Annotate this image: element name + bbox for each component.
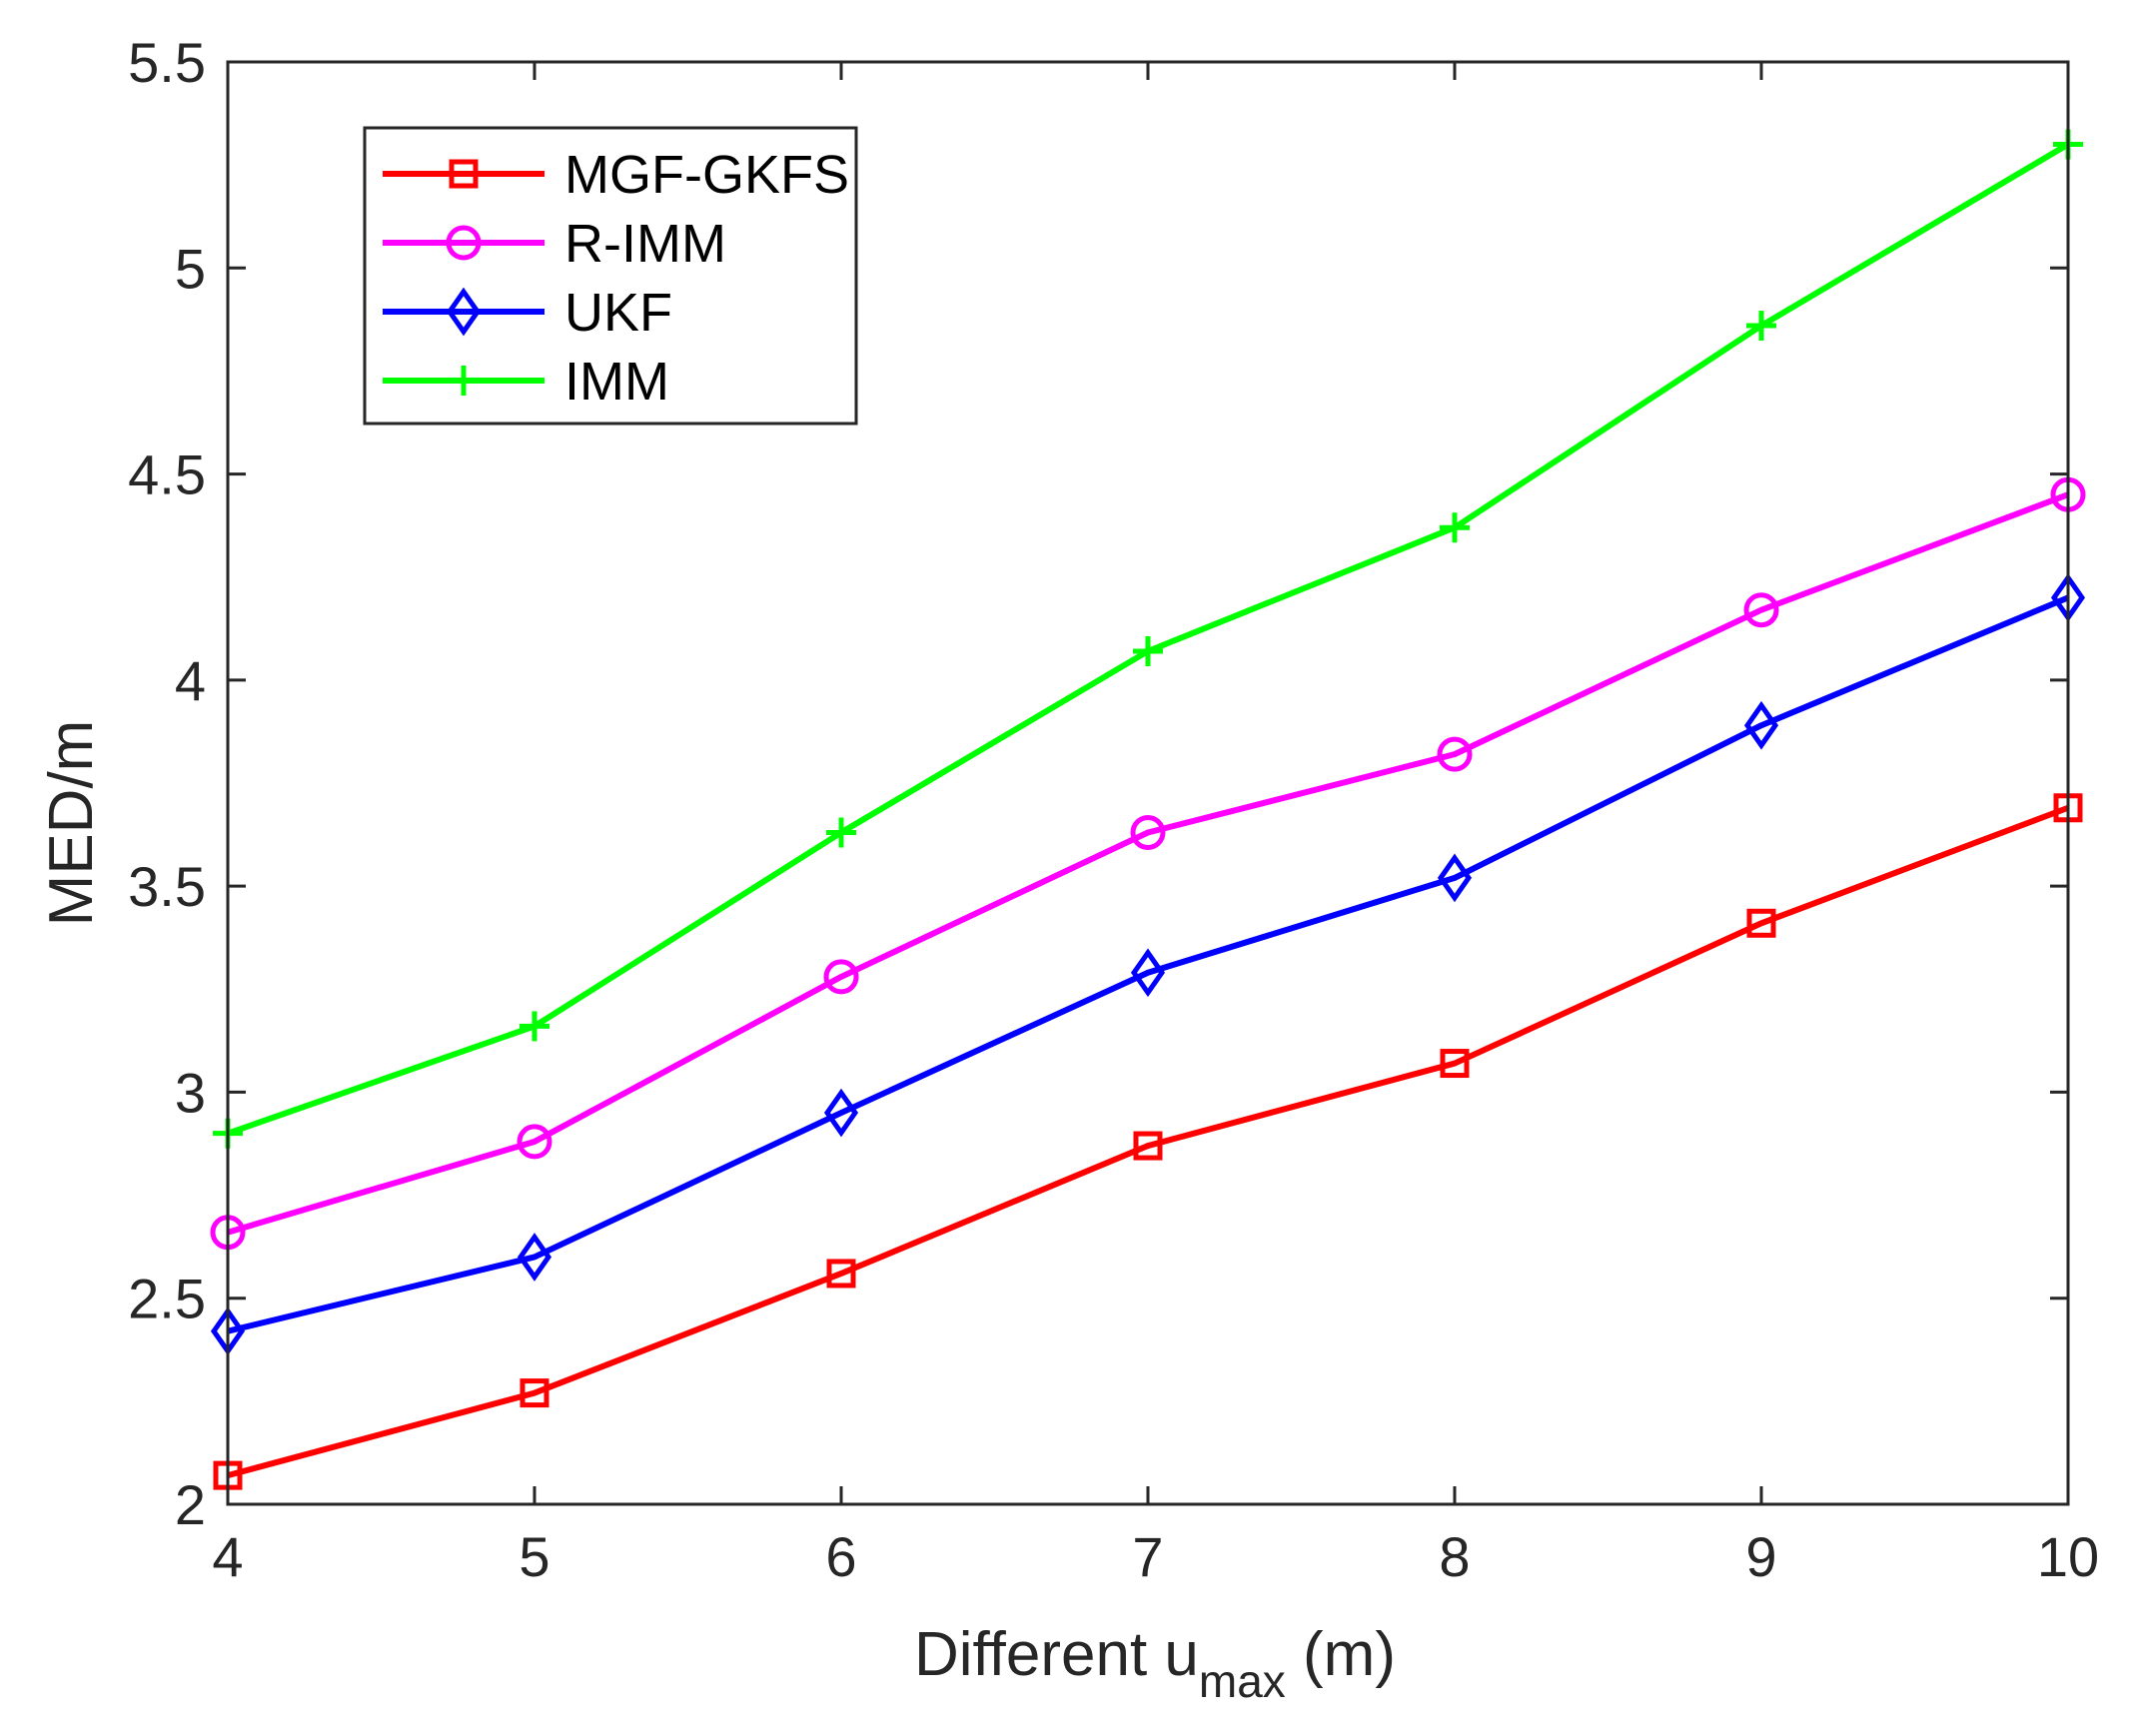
y-tick-label: 4	[175, 649, 206, 712]
y-tick-label: 2.5	[128, 1268, 206, 1330]
x-axis-label-subscript: max	[1199, 1655, 1286, 1707]
data-point-imm-8	[1440, 512, 1470, 543]
legend-marker-imm	[449, 366, 479, 396]
legend-label-imm: IMM	[564, 352, 669, 412]
series-ukf	[210, 572, 2086, 1356]
x-tick-label: 10	[2037, 1525, 2099, 1588]
legend-entry-r-imm: R-IMM	[383, 214, 726, 274]
series-layer	[210, 129, 2086, 1490]
y-tick-label: 3.5	[128, 855, 206, 918]
y-axis-label: MED/m	[37, 720, 106, 927]
x-tick-label: 7	[1132, 1525, 1163, 1588]
y-tick-label: 5	[175, 237, 206, 300]
data-point-imm-7	[1133, 635, 1163, 666]
legend: MGF-GKFS R-IMM UKF IMM	[363, 126, 858, 426]
data-point-imm-9	[1746, 311, 1776, 342]
data-point-mgf-gkfs-8	[1440, 1049, 1470, 1079]
legend-label-r-imm: R-IMM	[564, 214, 726, 274]
data-point-r-imm-8	[1437, 736, 1473, 772]
series-line-r-imm	[227, 491, 2070, 1236]
x-tick-label: 9	[1745, 1525, 1776, 1588]
x-tick-label: 6	[825, 1525, 856, 1588]
x-axis-label-suffix: (m)	[1286, 1620, 1396, 1689]
y-tick-label: 2	[175, 1473, 206, 1536]
legend-entry-imm: IMM	[383, 352, 669, 412]
data-point-imm-6	[826, 817, 856, 848]
legend-entry-mgf-gkfs: MGF-GKFS	[383, 145, 849, 205]
data-point-ukf-6	[823, 1088, 859, 1138]
data-point-mgf-gkfs-6	[826, 1259, 856, 1289]
data-point-imm-5	[520, 1011, 549, 1042]
x-tick-label: 8	[1439, 1525, 1470, 1588]
x-tick-label: 4	[212, 1525, 243, 1588]
data-point-ukf-5	[517, 1233, 552, 1282]
series-line-ukf	[227, 594, 2070, 1334]
legend-label-mgf-gkfs: MGF-GKFS	[564, 145, 849, 205]
x-tick-label: 5	[519, 1525, 549, 1588]
data-point-mgf-gkfs-7	[1133, 1131, 1163, 1161]
data-point-r-imm-5	[517, 1124, 552, 1160]
series-line-mgf-gkfs	[227, 804, 2070, 1479]
data-point-r-imm-6	[823, 959, 859, 995]
data-point-ukf-9	[1743, 700, 1779, 750]
axes-layer: 4 5 6 7 8 9 10 2 2.5 3 3.5 4 4.5 5 5.5	[128, 31, 2099, 1588]
data-point-ukf-7	[1130, 948, 1166, 998]
legend-label-ukf: UKF	[564, 283, 672, 343]
data-point-mgf-gkfs-9	[1746, 908, 1776, 938]
x-axis-label: Different umax (m)	[914, 1620, 1396, 1707]
legend-marker-mgf-gkfs	[449, 159, 479, 189]
data-point-ukf-8	[1437, 853, 1473, 903]
data-point-r-imm-7	[1130, 815, 1166, 851]
y-tick-label: 4.5	[128, 443, 206, 506]
legend-marker-ukf	[446, 287, 482, 337]
x-axis-label-prefix: Different u	[914, 1620, 1199, 1689]
y-tick-label: 3	[175, 1061, 206, 1124]
data-point-r-imm-9	[1743, 592, 1779, 628]
legend-box	[363, 126, 858, 426]
data-point-mgf-gkfs-5	[520, 1378, 549, 1408]
series-mgf-gkfs	[213, 793, 2083, 1490]
legend-entry-ukf: UKF	[383, 283, 672, 343]
y-tick-label: 5.5	[128, 31, 206, 94]
legend-marker-r-imm	[446, 225, 482, 261]
